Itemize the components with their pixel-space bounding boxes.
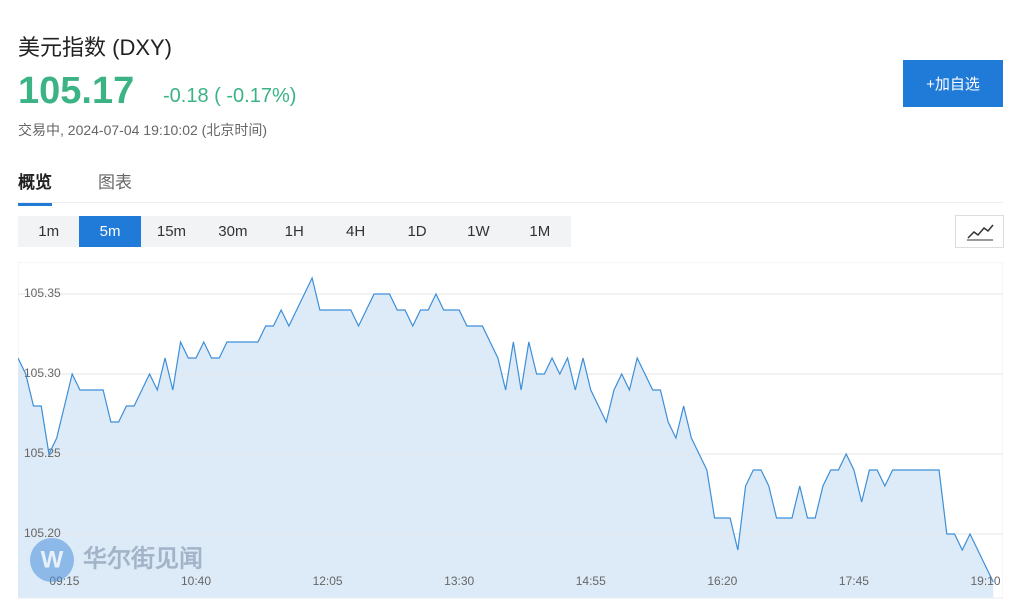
y-tick-label: 105.35 <box>24 286 61 300</box>
y-tick-label: 105.30 <box>24 366 61 380</box>
chart-style-button[interactable] <box>955 215 1004 248</box>
interval-button[interactable]: 30m <box>218 223 248 240</box>
y-tick-label: 105.25 <box>24 446 61 460</box>
interval-button[interactable]: 1M <box>529 223 551 240</box>
interval-button[interactable]: 5m <box>79 216 141 247</box>
watermark-logo-letter: W <box>41 546 64 573</box>
tabs: 概览 图表 <box>18 165 1003 206</box>
x-tick-label: 17:45 <box>839 574 869 588</box>
watermark: 华尔街见闻 <box>83 544 203 572</box>
x-tick-label: 12:05 <box>313 574 343 588</box>
line <box>18 276 994 583</box>
price: 105.17 <box>18 70 135 112</box>
intervals: 1m 5m 15m 30m 1H 4H 1D 1W 1M <box>18 216 571 247</box>
interval-button[interactable]: 1W <box>467 223 490 240</box>
interval-button[interactable]: 1m <box>38 223 60 240</box>
area <box>18 278 994 598</box>
x-tick-label: 14:55 <box>576 574 606 588</box>
change: -0.18 ( -0.17%) <box>163 85 297 107</box>
interval-button[interactable]: 1H <box>284 223 304 240</box>
status: 交易中, 2024-07-04 19:10:02 (北京时间) <box>18 122 267 138</box>
interval-button[interactable]: 1D <box>407 223 427 240</box>
watchlist-button[interactable]: +加自选 <box>903 60 1003 107</box>
icon <box>967 224 994 241</box>
watermark-logo <box>30 538 74 582</box>
interval-button[interactable]: 4H <box>346 223 366 240</box>
y-tick-label: 105.20 <box>24 526 61 540</box>
x-tick-label: 16:20 <box>707 574 737 588</box>
x-tick-label: 10:40 <box>181 574 211 588</box>
x-tick-label: 19:10 <box>970 574 1000 588</box>
tab[interactable]: 图表 <box>98 173 132 192</box>
title: 美元指数 (DXY) <box>18 35 173 60</box>
interval-button[interactable]: 15m <box>156 223 187 240</box>
tab[interactable]: 概览 <box>18 168 52 206</box>
x-tick-label: 13:30 <box>444 574 474 588</box>
